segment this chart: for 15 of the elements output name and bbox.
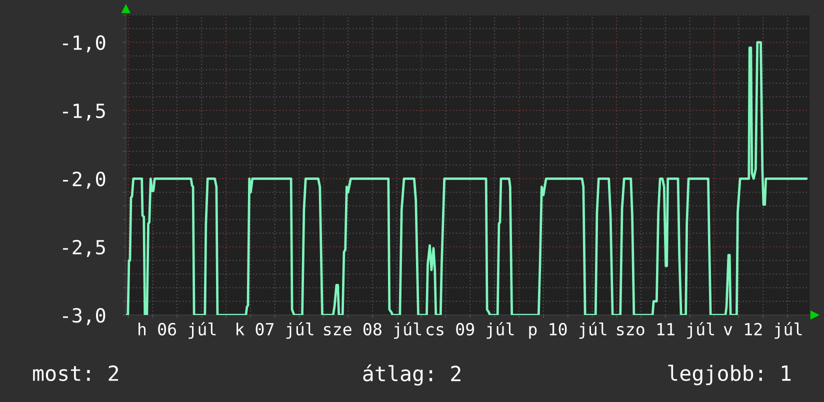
x-tick-label: p 10 júl [529,322,606,339]
x-tick-label: h 06 júl [138,322,216,339]
y-tick-label: -2,0 [63,172,106,189]
y-tick-label: -3,0 [63,308,106,326]
text: legjobb: 1 [668,364,791,386]
text: átlag: 2 [363,364,460,386]
text: most: 2 [33,365,118,382]
x-tick-label: szo 11 júl [617,322,714,339]
y-tick-label: -1,5 [63,104,105,121]
x-tick-label: k 07 júl [236,322,314,339]
x-tick-label: cs 09 júl [426,322,514,339]
x-tick-label: v 12 júl [724,322,802,339]
x-tick-label: sze 08 júl [324,322,422,339]
y-tick-label: -1,0 [63,35,106,52]
y-tick-label: -2,5 [63,240,105,257]
